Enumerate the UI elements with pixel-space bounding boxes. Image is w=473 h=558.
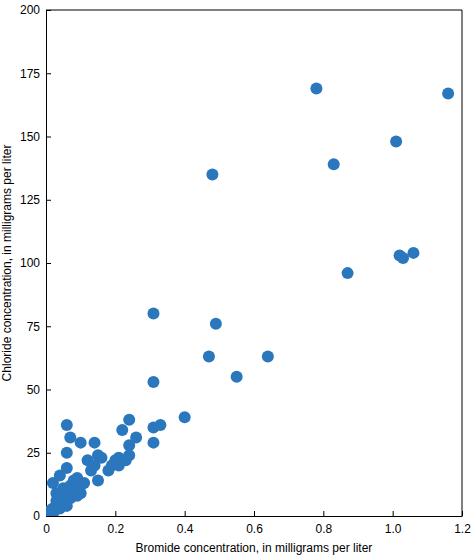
point <box>147 376 159 388</box>
point <box>342 267 354 279</box>
x-tick: 1.0 <box>385 511 402 536</box>
point <box>85 464 97 476</box>
x-tick: 0.8 <box>315 511 332 536</box>
y-tick: 100 <box>20 256 51 270</box>
point <box>231 371 243 383</box>
point <box>61 419 73 431</box>
point <box>147 437 159 449</box>
x-axis: 0 0.2 0.4 0.6 0.8 1.0 1.2 <box>43 511 471 536</box>
point <box>328 158 340 170</box>
point <box>89 437 101 449</box>
point <box>64 432 76 444</box>
x-tick: 1.2 <box>454 511 471 536</box>
y-tick: 150 <box>20 130 51 144</box>
x-tick: 0.4 <box>177 511 194 536</box>
y-tick-label: 75 <box>27 320 41 334</box>
y-tick-label: 100 <box>20 256 40 270</box>
x-tick-mark <box>254 511 255 516</box>
point <box>75 437 87 449</box>
point <box>179 411 191 423</box>
x-tick-mark <box>115 511 116 516</box>
y-axis-title: Chloride concentration, in milligrams pe… <box>0 145 14 382</box>
point <box>310 82 322 94</box>
y-tick-mark <box>46 10 51 11</box>
point <box>407 247 419 259</box>
y-tick-label: 150 <box>20 130 40 144</box>
y-tick-label: 125 <box>20 193 40 207</box>
plot: 0 0.2 0.4 0.6 0.8 1.0 1.2 0 25 50 75 100 125 150 175 20… <box>20 3 471 535</box>
point <box>147 421 159 433</box>
x-tick-label: 0 <box>43 522 50 536</box>
x-tick-label: 0.4 <box>177 522 194 536</box>
y-tick-mark <box>46 516 51 517</box>
x-axis-title: Bromide concentration, in milligrams per… <box>136 541 373 555</box>
y-tick-mark <box>46 453 51 454</box>
point <box>64 492 76 504</box>
point <box>206 168 218 180</box>
x-tick-mark <box>323 511 324 516</box>
x-tick-label: 0.2 <box>107 522 124 536</box>
point <box>54 502 66 514</box>
frame-top <box>46 10 462 11</box>
x-tick: 0.2 <box>107 511 124 536</box>
y-tick-label: 50 <box>27 383 41 397</box>
chart: 0 0.2 0.4 0.6 0.8 1.0 1.2 0 25 50 75 100 125 150 175 20… <box>0 0 473 558</box>
point <box>46 507 55 516</box>
point <box>92 475 104 487</box>
y-tick: 50 <box>27 383 51 397</box>
point <box>116 424 128 436</box>
point <box>442 87 454 99</box>
x-tick: 0.6 <box>246 511 263 536</box>
x-tick-label: 1.0 <box>385 522 402 536</box>
point <box>113 459 125 471</box>
point <box>210 318 222 330</box>
y-tick-mark <box>46 326 51 327</box>
point <box>203 351 215 363</box>
y-tick: 75 <box>27 320 51 334</box>
y-tick-mark <box>46 73 51 74</box>
point <box>50 487 62 499</box>
x-tick-label: 0.6 <box>246 522 263 536</box>
point <box>123 414 135 426</box>
y-tick: 175 <box>20 67 51 81</box>
point <box>390 136 402 148</box>
y-tick-mark <box>46 200 51 201</box>
x-tick-label: 1.2 <box>454 522 471 536</box>
frame-right <box>462 10 463 516</box>
point <box>147 308 159 320</box>
y-tick: 125 <box>20 193 51 207</box>
y-tick-label: 0 <box>33 509 40 523</box>
point <box>61 447 73 459</box>
point <box>75 487 87 499</box>
y-axis: 0 25 50 75 100 125 150 175 200 <box>20 3 51 523</box>
y-tick-mark <box>46 263 51 264</box>
y-tick-label: 200 <box>20 3 40 17</box>
point <box>123 449 135 461</box>
y-tick-mark <box>46 137 51 138</box>
point <box>262 351 274 363</box>
x-tick-mark <box>185 511 186 516</box>
x-tick-mark <box>393 511 394 516</box>
x-axis-line <box>47 516 463 517</box>
y-tick-label: 25 <box>27 446 41 460</box>
x-tick-label: 0.8 <box>315 522 332 536</box>
y-tick-mark <box>46 390 51 391</box>
y-tick-label: 175 <box>20 67 40 81</box>
point <box>102 464 114 476</box>
x-tick-mark <box>462 511 463 516</box>
points <box>46 82 454 516</box>
y-tick: 200 <box>20 3 51 17</box>
point <box>397 252 409 264</box>
y-tick: 25 <box>27 446 51 460</box>
